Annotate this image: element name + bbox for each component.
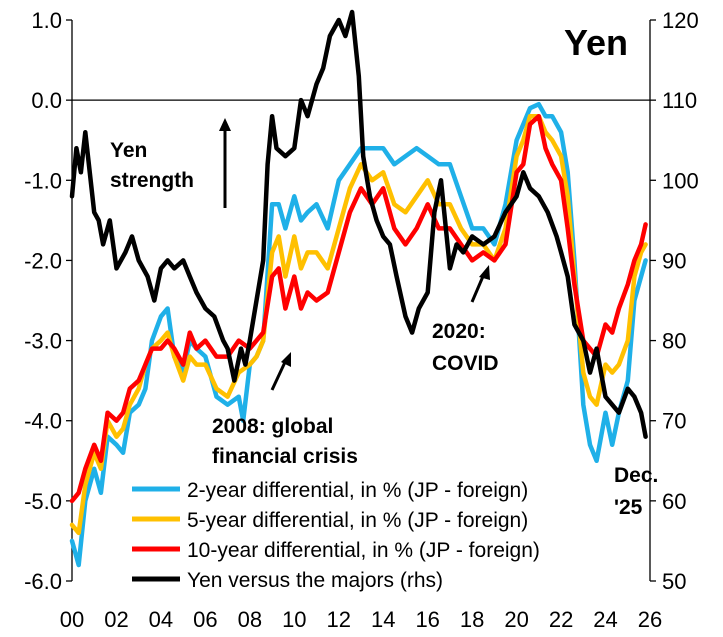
series-layer (69, 9, 648, 568)
annotation-yen-strength-line2: strength (110, 169, 194, 192)
annotation-yen-strength-line1: Yen (110, 139, 147, 162)
x-axis-ticks: 00 02 04 06 08 10 12 14 16 18 20 22 24 26 (60, 607, 662, 632)
x-tick-label: 20 (504, 607, 528, 632)
left-tick-label: -4.0 (24, 409, 62, 434)
x-tick-label: 06 (193, 607, 217, 632)
x-tick-label: 10 (282, 607, 306, 632)
annotation-covid-line1: 2020: (432, 320, 486, 343)
chart-title: Yen (564, 22, 628, 63)
legend: 2-year differential, in % (JP - foreign)… (132, 479, 540, 592)
right-tick-label: 70 (662, 409, 686, 434)
arrow-gfc-icon (270, 352, 291, 391)
x-tick-label: 16 (415, 607, 439, 632)
x-tick-label: 22 (549, 607, 573, 632)
x-tick-label: 08 (238, 607, 262, 632)
right-tick-label: 50 (662, 569, 686, 594)
annotation-gfc-line2: financial crisis (212, 445, 358, 468)
left-tick-label: -5.0 (24, 489, 62, 514)
right-tick-label: 80 (662, 329, 686, 354)
right-axis-ticks: 120 110 100 90 80 70 60 50 (650, 8, 699, 594)
left-tick-label: -1.0 (24, 168, 62, 193)
x-tick-label: 18 (460, 607, 484, 632)
series-line-0 (69, 101, 648, 568)
legend-label-10y: 10-year differential, in % (JP - foreign… (187, 539, 540, 562)
annotation-dec-line1: Dec. (614, 464, 658, 487)
x-tick-label: 12 (327, 607, 351, 632)
left-tick-label: -6.0 (24, 569, 62, 594)
legend-label-5y: 5-year differential, in % (JP - foreign) (187, 509, 528, 532)
annotation-covid-line2: COVID (432, 352, 499, 375)
right-tick-label: 60 (662, 489, 686, 514)
left-tick-label: 0.0 (31, 88, 62, 113)
right-tick-label: 100 (662, 168, 699, 193)
left-tick-label: -3.0 (24, 329, 62, 354)
left-tick-label: 1.0 (31, 8, 62, 33)
arrow-covid-icon (470, 265, 490, 303)
x-tick-label: 14 (371, 607, 395, 632)
x-tick-label: 04 (149, 607, 173, 632)
legend-label-2y: 2-year differential, in % (JP - foreign) (187, 479, 528, 502)
series-line-2 (69, 113, 648, 504)
x-tick-label: 24 (593, 607, 617, 632)
right-tick-label: 110 (662, 88, 697, 113)
x-tick-label: 00 (60, 607, 84, 632)
right-tick-label: 120 (662, 8, 699, 33)
left-tick-label: -2.0 (24, 248, 62, 273)
right-tick-label: 90 (662, 248, 686, 273)
legend-label-yen: Yen versus the majors (rhs) (187, 569, 443, 592)
annotation-gfc-line1: 2008: global (212, 415, 333, 438)
series-line-3 (69, 9, 648, 439)
left-axis-ticks: 1.0 0.0 -1.0 -2.0 -3.0 -4.0 -5.0 -6.0 (24, 8, 72, 594)
annotation-dec-line2: '25 (614, 496, 643, 519)
x-tick-label: 02 (104, 607, 128, 632)
x-tick-label: 26 (638, 607, 662, 632)
arrow-up-icon (219, 118, 231, 208)
